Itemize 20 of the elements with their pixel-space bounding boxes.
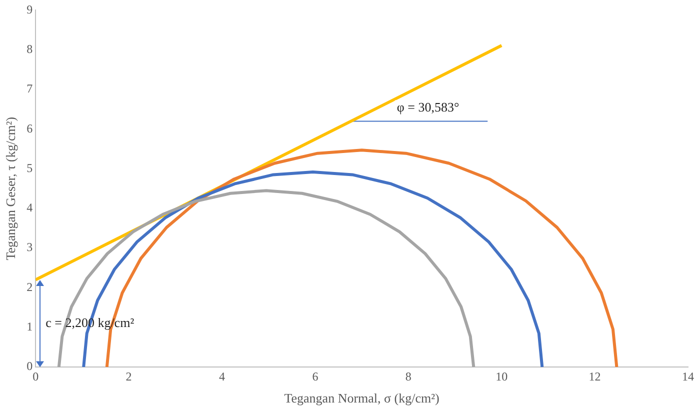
y-tick-label: 1 xyxy=(26,320,33,334)
y-tick-label: 7 xyxy=(26,82,33,96)
x-axis-title: Tegangan Normal, σ (kg/cm²) xyxy=(284,390,440,406)
x-tick-label: 8 xyxy=(405,369,412,384)
x-tick-label: 12 xyxy=(588,369,601,384)
y-tick-label: 9 xyxy=(26,2,33,16)
x-tick-label: 6 xyxy=(312,369,318,384)
y-tick-label: 5 xyxy=(26,160,33,175)
x-tick-label: 4 xyxy=(219,369,225,384)
x-tick-label: 14 xyxy=(682,369,694,384)
y-tick-label: 4 xyxy=(26,200,33,215)
y-tick-label: 6 xyxy=(26,121,33,136)
y-tick-label: 2 xyxy=(26,280,33,294)
y-axis-title: Tegangan Geser, τ (kg/cm²) xyxy=(3,116,18,260)
y-tick-label: 3 xyxy=(26,240,33,254)
annotation: φ = 30,583° xyxy=(396,100,460,115)
y-tick-label: 0 xyxy=(26,359,33,374)
x-tick-label: 2 xyxy=(126,369,132,384)
y-tick-label: 8 xyxy=(26,42,33,56)
x-tick-label: 10 xyxy=(496,369,508,384)
